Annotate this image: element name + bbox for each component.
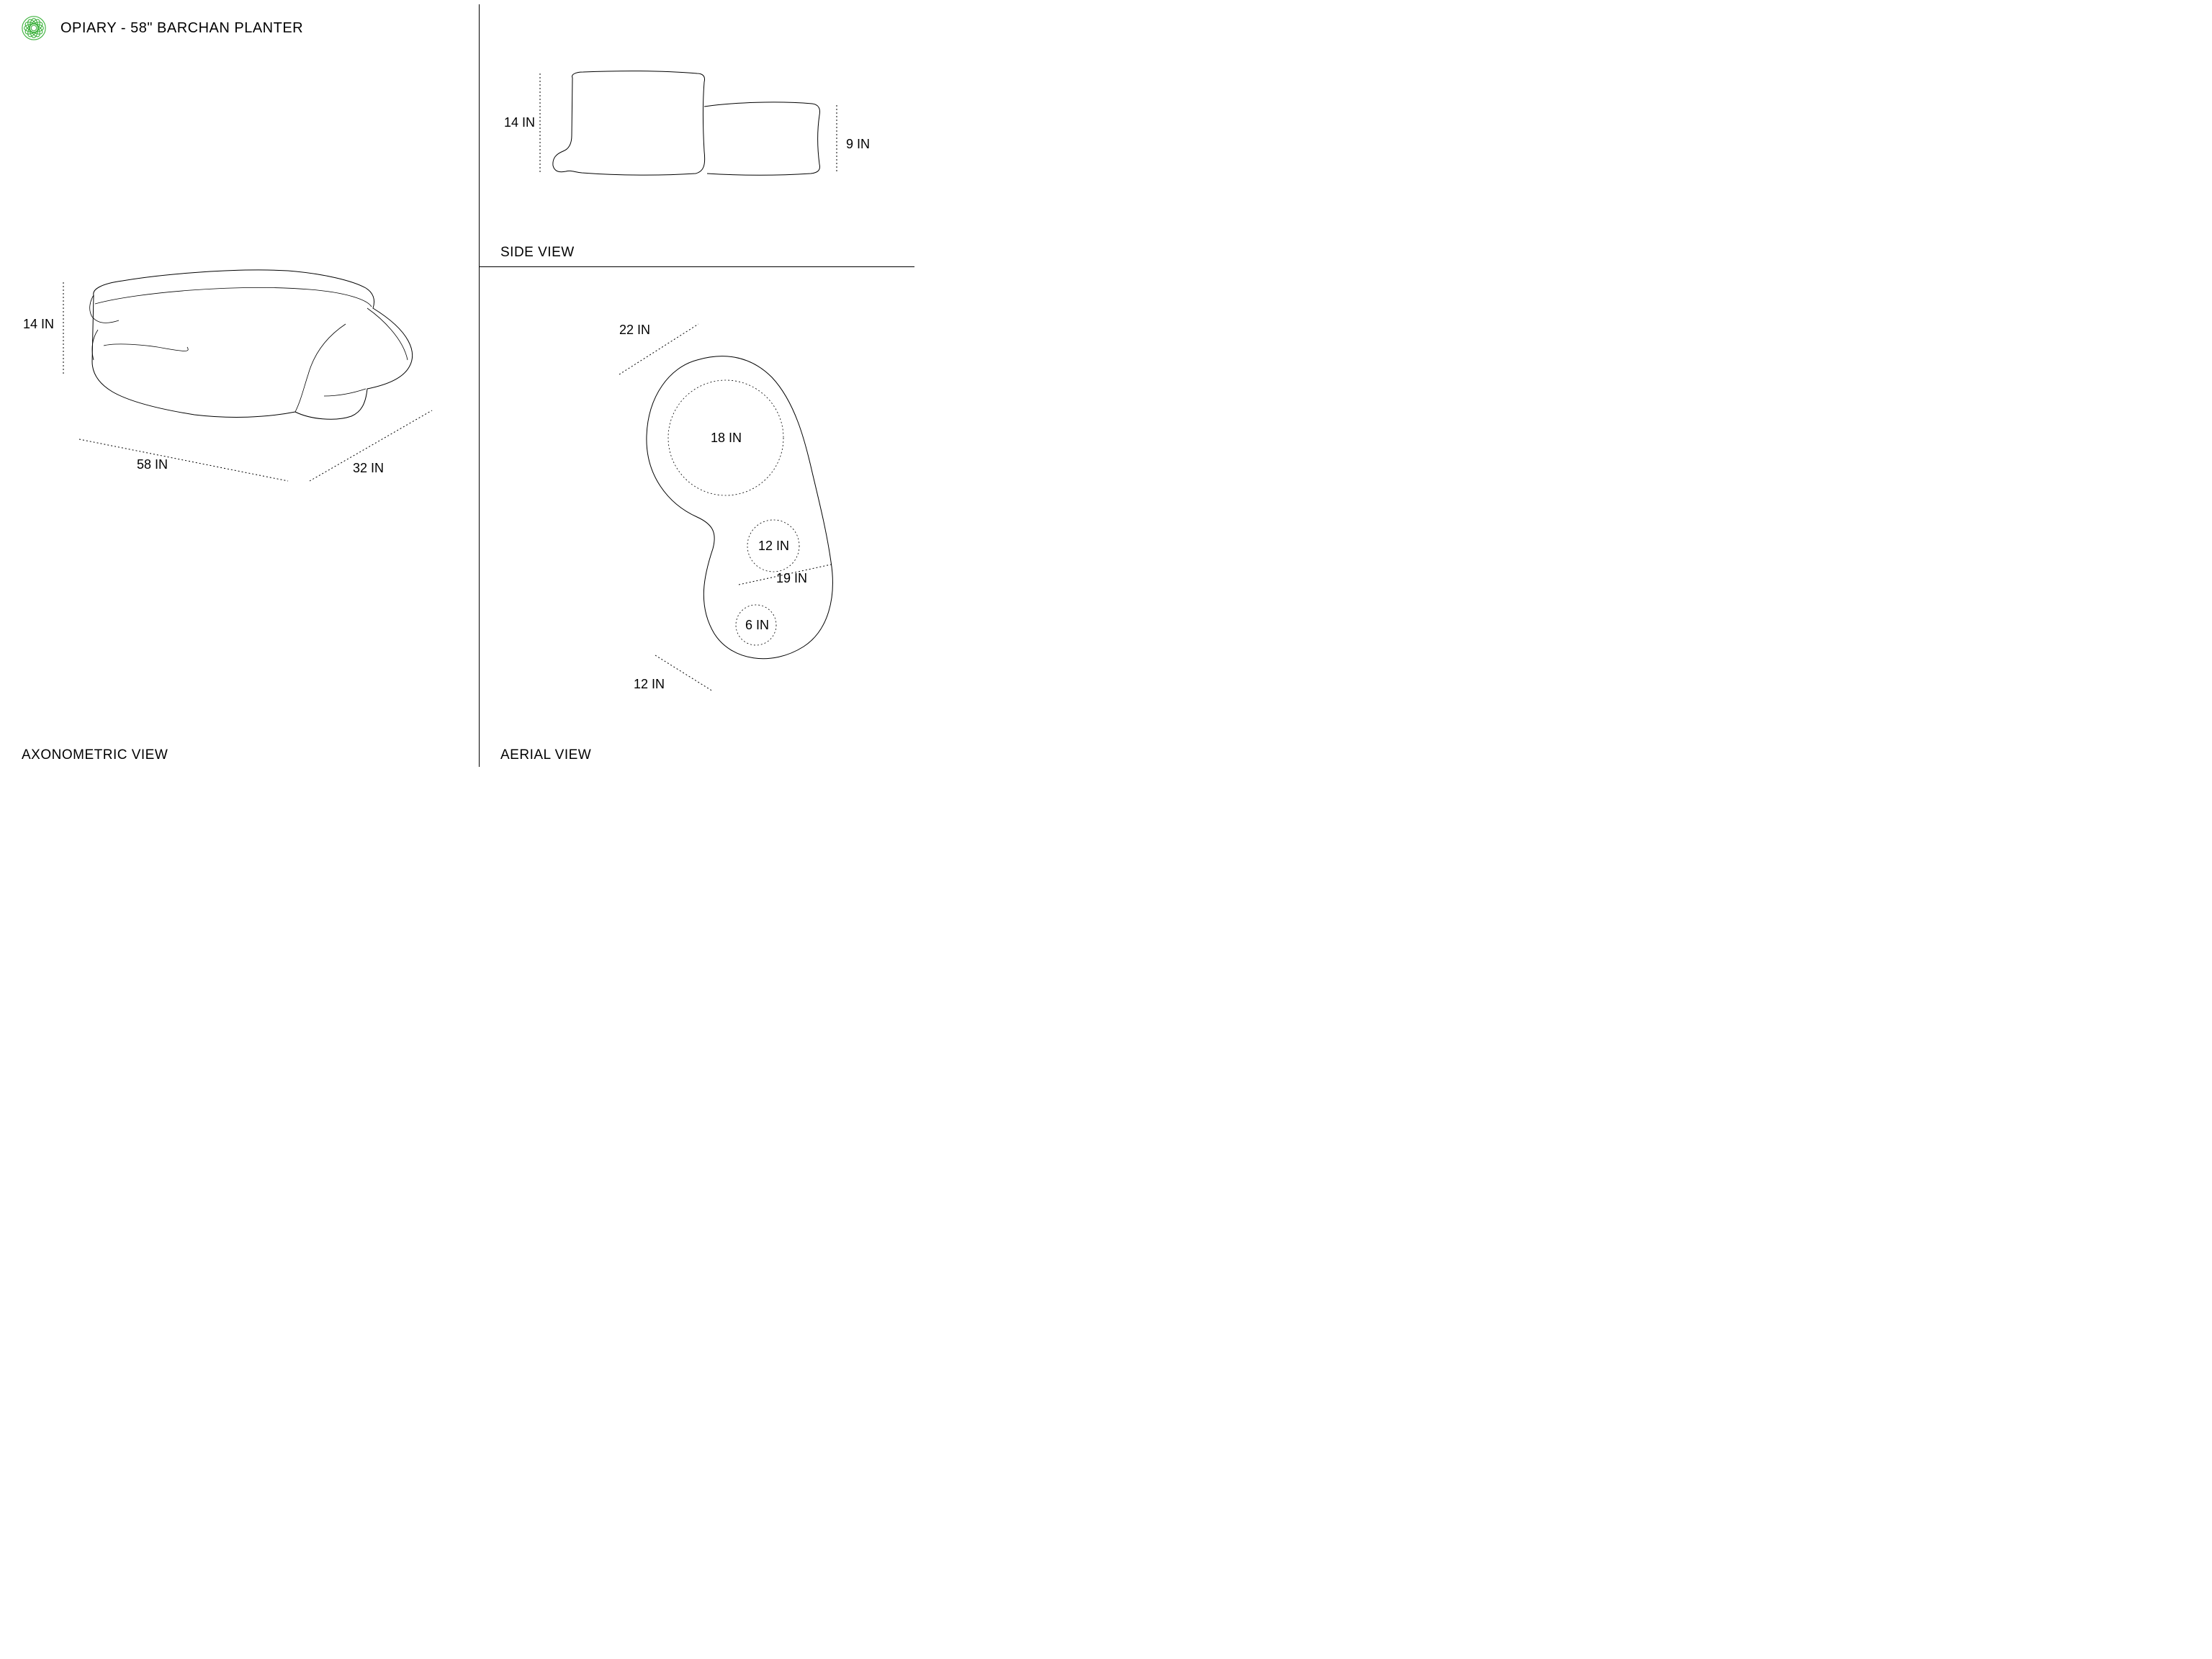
page-title: OPIARY - 58" BARCHAN PLANTER	[60, 20, 303, 37]
axo-dim-height: 14 IN	[23, 317, 54, 332]
aerial-dim-top: 22 IN	[619, 323, 650, 338]
divider-horizontal	[479, 266, 914, 267]
side-view-label: SIDE VIEW	[500, 245, 575, 261]
aerial-dim-bottom: 12 IN	[634, 677, 665, 692]
side-view-drawing	[518, 58, 893, 216]
aerial-circle-small: 6 IN	[745, 618, 769, 633]
side-dim-right: 9 IN	[846, 137, 870, 152]
logo-icon	[20, 14, 48, 42]
aerial-circle-large: 18 IN	[711, 431, 742, 446]
header: OPIARY - 58" BARCHAN PLANTER	[20, 14, 303, 42]
aerial-view-drawing	[590, 302, 893, 706]
axo-dim-length: 58 IN	[137, 457, 168, 472]
axonometric-label: AXONOMETRIC VIEW	[22, 747, 168, 763]
axonometric-drawing	[50, 252, 454, 497]
aerial-dim-mid-line: 19 IN	[776, 571, 807, 586]
side-dim-left: 14 IN	[504, 115, 535, 130]
divider-vertical	[479, 4, 480, 767]
aerial-view-label: AERIAL VIEW	[500, 747, 591, 763]
aerial-circle-mid: 12 IN	[758, 539, 789, 554]
axo-dim-depth: 32 IN	[353, 461, 384, 476]
